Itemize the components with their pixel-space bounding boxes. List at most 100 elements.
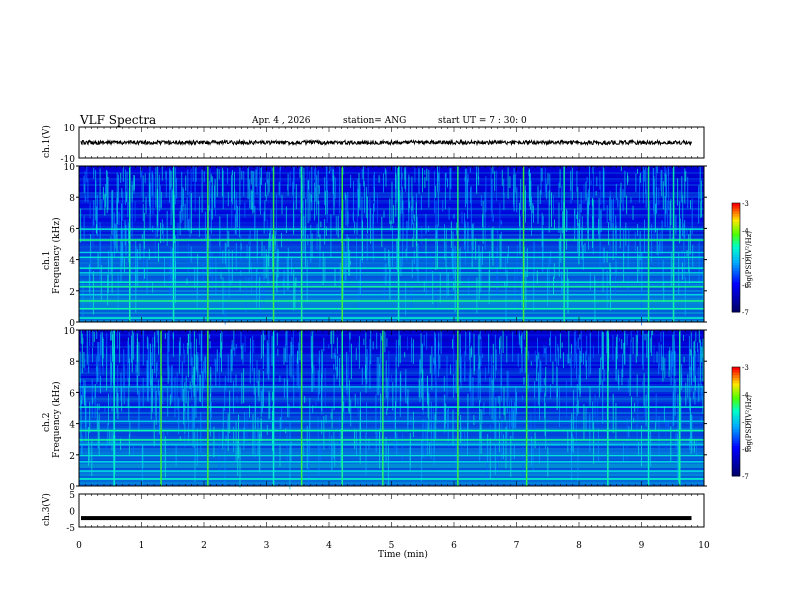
- spec-band: [79, 250, 704, 252]
- spec-speckle: [389, 198, 391, 225]
- spec-speckle: [179, 210, 181, 236]
- spec-speckle: [349, 250, 351, 276]
- spec-speckle: [617, 198, 619, 208]
- spec-speckle: [440, 330, 442, 354]
- spec-speckle: [549, 173, 551, 206]
- spec-speckle: [632, 337, 634, 354]
- spec-speckle: [677, 178, 679, 206]
- spec-speckle: [338, 183, 340, 214]
- spec-speckle: [437, 240, 438, 269]
- spec-speckle: [227, 191, 229, 207]
- spec-speckle: [629, 354, 631, 396]
- spec-speckle: [645, 394, 647, 427]
- spec-speckle: [131, 185, 133, 203]
- spec-speckle: [222, 406, 224, 440]
- spec-speckle: [84, 358, 86, 371]
- spec-speckle: [104, 405, 106, 413]
- spec-speckle: [328, 166, 330, 174]
- spec-speckle: [593, 345, 594, 358]
- spec-speckle: [412, 411, 414, 438]
- date-label: Apr. 4 , 2026: [252, 116, 311, 126]
- spec-speckle: [89, 202, 91, 219]
- spec-speckle: [142, 175, 144, 203]
- spec-speckle: [700, 342, 702, 386]
- spec-speckle: [210, 209, 212, 234]
- spec-speckle: [476, 173, 478, 194]
- spec-speckle: [276, 193, 277, 235]
- x-tick-label: 2: [201, 541, 207, 551]
- colorbar-cell: [732, 284, 740, 288]
- spec-speckle: [198, 333, 200, 345]
- spec-speckle: [423, 335, 425, 347]
- spec-speckle: [227, 354, 229, 383]
- spec-speckle: [386, 338, 388, 347]
- colorbar-cell: [732, 410, 740, 414]
- spec-speckle: [589, 414, 591, 452]
- spec-speckle: [79, 351, 81, 383]
- spec-speckle: [249, 351, 251, 384]
- spec-speckle: [490, 354, 492, 384]
- spec-speckle: [169, 169, 171, 190]
- spec-speckle: [416, 216, 418, 240]
- spec-speckle: [354, 393, 356, 407]
- spec-speckle: [477, 335, 479, 356]
- colorbar-cell: [732, 265, 740, 269]
- colorbar-cell: [732, 394, 740, 398]
- spec-spike: [522, 166, 525, 322]
- spec-speckle: [168, 258, 170, 296]
- spec-speckle: [673, 344, 675, 383]
- spec-speckle: [94, 391, 96, 419]
- spec-speckle: [632, 205, 634, 220]
- spec-speckle: [97, 342, 99, 382]
- spec-spike: [457, 166, 459, 322]
- spec-speckle: [593, 172, 594, 199]
- spec-line: [79, 251, 704, 254]
- spec-speckle: [269, 232, 271, 239]
- spec-speckle: [600, 184, 602, 205]
- spec-band: [79, 244, 704, 246]
- spec-speckle: [425, 213, 427, 235]
- spec-speckle: [252, 171, 254, 214]
- spec-speckle: [386, 408, 388, 416]
- spec-speckle: [381, 216, 383, 247]
- spec-band: [79, 172, 704, 174]
- spec-band: [79, 390, 704, 392]
- spec-speckle: [369, 360, 371, 389]
- spec-speckle: [215, 194, 216, 216]
- spec-speckle: [492, 343, 494, 364]
- spec-speckle: [128, 377, 130, 421]
- spec-speckle: [106, 347, 108, 391]
- spec-speckle: [467, 393, 469, 432]
- spec-speckle: [119, 332, 121, 363]
- spec-speckle: [227, 421, 229, 447]
- spec-speckle: [492, 226, 494, 266]
- spec-speckle: [330, 166, 332, 172]
- spec-speckle: [268, 171, 270, 193]
- spec-speckle: [376, 332, 378, 350]
- spec-band: [79, 448, 704, 450]
- spec-speckle: [379, 363, 380, 376]
- spec-speckle: [634, 232, 636, 251]
- spec-band: [79, 442, 704, 444]
- spec-speckle: [349, 260, 351, 265]
- spec-speckle: [239, 167, 241, 205]
- spec-speckle: [683, 335, 684, 341]
- spec-speckle: [686, 228, 688, 236]
- spec-speckle: [110, 235, 112, 275]
- spec-speckle: [299, 166, 301, 173]
- spec-speckle: [491, 379, 493, 420]
- spec-speckle: [621, 339, 623, 350]
- spec-speckle: [668, 350, 670, 378]
- spec-speckle: [639, 175, 641, 203]
- spec-speckle: [642, 330, 644, 365]
- spec-line: [79, 256, 704, 258]
- ch3-wave-ytick: 5: [69, 491, 75, 501]
- spec-speckle: [147, 337, 149, 381]
- spec-speckle: [529, 169, 530, 203]
- spec-speckle: [464, 213, 465, 250]
- spec-speckle: [603, 166, 605, 198]
- spec-speckle: [470, 345, 472, 358]
- spec-speckle: [687, 176, 689, 209]
- spec-speckle: [513, 445, 515, 459]
- spec-speckle: [602, 360, 604, 366]
